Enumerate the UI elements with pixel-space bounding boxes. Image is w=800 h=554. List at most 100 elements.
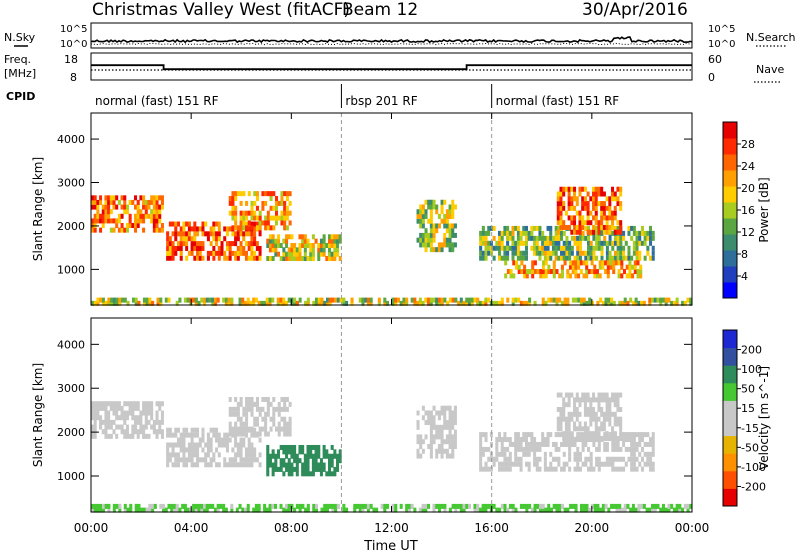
heatmap-cell (212, 236, 216, 242)
heatmap-cell (283, 431, 287, 437)
heatmap-cell (581, 201, 585, 207)
heatmap-cell (144, 433, 148, 439)
heatmap-cell (125, 401, 129, 407)
heatmap-cell (649, 441, 653, 447)
heatmap-cell (554, 456, 558, 462)
heatmap-cell (451, 232, 455, 238)
heatmap-cell (223, 255, 227, 261)
heatmap-cell (522, 300, 526, 306)
heatmap-cell (266, 225, 270, 231)
heatmap-cell (109, 424, 113, 430)
heatmap-cell (541, 240, 545, 246)
heatmap-cell (325, 453, 329, 459)
heatmap-cell (247, 396, 251, 402)
heatmap-cell (566, 269, 570, 275)
heatmap-cell (639, 264, 643, 270)
heatmap-cell (574, 260, 578, 266)
heatmap-cell (280, 191, 284, 197)
heatmap-cell (556, 229, 560, 235)
heatmap-cell (236, 231, 240, 237)
heatmap-cell (586, 229, 590, 235)
heatmap-cell (290, 466, 294, 472)
heatmap-cell (575, 416, 579, 422)
heatmap-cell (611, 441, 615, 447)
heatmap-cell (440, 429, 444, 435)
heatmap-cell (118, 503, 122, 509)
heatmap-cell (285, 210, 289, 216)
heatmap-cell (467, 503, 472, 509)
heatmap-cell (595, 225, 599, 231)
heatmap-cell (595, 230, 599, 236)
heatmap-cell (421, 237, 425, 243)
heatmap-cell (104, 218, 108, 224)
heatmap-cell (611, 446, 615, 452)
heatmap-cell (562, 220, 566, 226)
heatmap-cell (616, 201, 620, 207)
heatmap-cell (453, 415, 457, 421)
heatmap-cell (479, 230, 483, 236)
heatmap-cell (319, 471, 323, 477)
heatmap-cell (498, 250, 502, 256)
heatmap-cell (608, 210, 612, 216)
heatmap-cell (608, 456, 612, 462)
heatmap-cell (443, 439, 447, 445)
heatmap-cell (285, 256, 289, 262)
heatmap-cell (101, 204, 105, 210)
heatmap-cell (600, 186, 604, 192)
heatmap-cell (306, 444, 310, 450)
heatmap-cell (123, 204, 127, 210)
heatmap-cell (558, 297, 562, 303)
heatmap-cell (271, 471, 275, 477)
heatmap-cell (524, 441, 529, 447)
heatmap-cell (309, 453, 313, 459)
cpid-label: CPID (6, 90, 35, 103)
heatmap-cell (123, 401, 127, 407)
heatmap-cell (269, 196, 273, 202)
heatmap-cell (632, 441, 636, 447)
heatmap-cell (168, 241, 172, 247)
heatmap-cell (322, 449, 326, 455)
heatmap-cell (285, 396, 289, 402)
heatmap-cell (635, 446, 639, 452)
heatmap-cell (190, 432, 194, 438)
heatmap-cell (117, 415, 121, 421)
heatmap-cell (570, 250, 574, 256)
heatmap-cell (419, 209, 423, 215)
heatmap-cell (630, 451, 634, 457)
heatmap-cell (142, 199, 146, 205)
heatmap-cell (383, 507, 387, 513)
heatmap-cell (129, 507, 133, 513)
heatmap-cell (276, 449, 281, 455)
heatmap-cell (295, 251, 299, 257)
heatmap-cell (405, 507, 409, 513)
heatmap-cell (166, 457, 170, 463)
heatmap-cell (559, 224, 563, 230)
heatmap-cell (151, 300, 155, 306)
heatmap-cell (196, 255, 200, 261)
heatmap-cell (500, 240, 504, 246)
freq-label-2: [MHz] (4, 67, 36, 80)
heatmap-cell (536, 269, 540, 275)
heatmap-cell (584, 250, 588, 256)
heatmap-cell (582, 503, 586, 509)
heatmap-cell (239, 431, 243, 437)
freq-left-tick-top: 18 (64, 53, 78, 66)
heatmap-cell (611, 240, 615, 246)
heatmap-cell (559, 426, 563, 432)
heatmap-cell (473, 503, 477, 509)
heatmap-cell (453, 223, 457, 229)
heatmap-cell (215, 427, 219, 433)
heatmap-cell (554, 250, 558, 256)
heatmap-cell (253, 250, 257, 256)
heatmap-cell (578, 186, 582, 192)
heatmap-cell (619, 426, 623, 432)
heatmap-cell (139, 213, 143, 219)
heatmap-cell (432, 439, 436, 445)
heatmap-cell (250, 426, 254, 432)
heatmap-cell (250, 231, 254, 237)
heatmap-cell (446, 300, 450, 306)
heatmap-cell (613, 225, 617, 231)
heatmap-cell (573, 407, 577, 413)
heatmap-cell (575, 397, 579, 403)
heatmap-cell (211, 297, 215, 303)
